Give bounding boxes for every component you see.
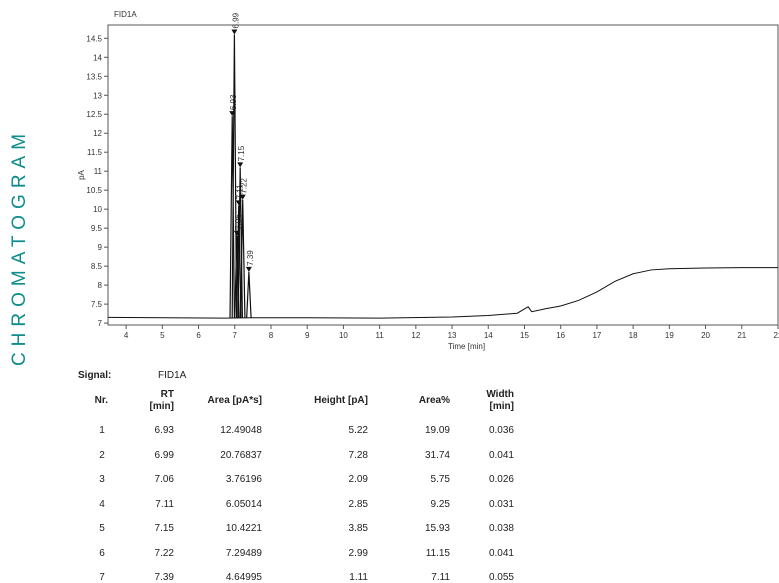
peak-marker bbox=[231, 29, 238, 35]
table-cell: 10.4221 bbox=[225, 523, 262, 534]
y-tick-label: 10 bbox=[93, 205, 102, 214]
y-tick-label: 9 bbox=[98, 243, 103, 252]
table-cell: 15.93 bbox=[424, 523, 450, 534]
peak-label: 7.22 bbox=[240, 178, 249, 194]
table-cell: 0.026 bbox=[488, 474, 514, 485]
table-cell: 2.09 bbox=[348, 474, 368, 485]
peak-marker bbox=[237, 162, 244, 168]
x-tick-label: 20 bbox=[701, 331, 710, 340]
y-tick-label: 14.5 bbox=[86, 34, 102, 43]
x-tick-label: 15 bbox=[520, 331, 529, 340]
x-tick-label: 7 bbox=[233, 331, 238, 340]
peak-trace bbox=[239, 199, 246, 318]
table-cell: 5.22 bbox=[348, 425, 368, 436]
table-header: Area% bbox=[418, 395, 450, 406]
table-cell: 2 bbox=[99, 449, 105, 461]
table-cell: 20.76837 bbox=[220, 449, 262, 461]
table-header: Nr. bbox=[94, 395, 108, 406]
peak-trace bbox=[235, 205, 242, 318]
table-cell: 3 bbox=[99, 474, 105, 485]
x-tick-label: 14 bbox=[484, 331, 493, 340]
y-tick-label: 8 bbox=[98, 281, 103, 290]
table-cell: 7.06 bbox=[154, 474, 174, 485]
table-cell: 0.036 bbox=[488, 425, 514, 436]
signal-value: FID1A bbox=[158, 370, 187, 381]
table-cell: 5.75 bbox=[430, 474, 450, 485]
x-tick-label: 17 bbox=[592, 331, 601, 340]
x-tick-label: 6 bbox=[196, 331, 201, 340]
x-tick-label: 13 bbox=[448, 331, 457, 340]
y-tick-label: 11 bbox=[94, 167, 103, 176]
table-cell: 7.28 bbox=[348, 449, 368, 461]
x-tick-label: 5 bbox=[160, 331, 165, 340]
table-cell: 7.15 bbox=[154, 523, 174, 534]
x-tick-label: 8 bbox=[269, 331, 274, 340]
table-cell: 0.041 bbox=[488, 547, 514, 559]
x-tick-label: 19 bbox=[665, 331, 674, 340]
signal-label: Signal: bbox=[78, 370, 112, 381]
y-tick-label: 9.5 bbox=[91, 224, 103, 233]
table-cell: 0.041 bbox=[488, 449, 514, 461]
y-tick-label: 12 bbox=[93, 129, 102, 138]
x-tick-label: 10 bbox=[339, 331, 348, 340]
table-header: Area [pA*s] bbox=[207, 395, 262, 406]
table-cell: 0.038 bbox=[488, 523, 514, 534]
table-cell: 7.22 bbox=[154, 547, 174, 559]
table-cell: 31.74 bbox=[424, 449, 450, 461]
table-cell: 11.15 bbox=[425, 547, 450, 559]
table-cell: 6.93 bbox=[154, 425, 174, 436]
peak-label: 7.15 bbox=[237, 145, 246, 161]
table-cell: 4 bbox=[99, 498, 105, 510]
table-cell: 2.99 bbox=[348, 547, 368, 559]
y-tick-label: 13.5 bbox=[86, 72, 102, 81]
table-header: RT [min] bbox=[149, 389, 174, 412]
table-cell: 7.29489 bbox=[225, 547, 262, 559]
y-tick-label: 13 bbox=[93, 91, 102, 100]
x-tick-label: 21 bbox=[737, 331, 746, 340]
y-tick-label: 7.5 bbox=[91, 300, 103, 309]
peak-trace bbox=[231, 34, 238, 318]
table-cell: 2.85 bbox=[348, 498, 368, 510]
x-tick-label: 12 bbox=[411, 331, 420, 340]
baseline-trace bbox=[107, 267, 778, 319]
table-cell: 7.11 bbox=[155, 498, 174, 510]
y-tick-label: 11.5 bbox=[87, 148, 103, 157]
plot-frame bbox=[107, 24, 779, 326]
peak-marker bbox=[239, 194, 246, 200]
peak-marker bbox=[245, 266, 252, 272]
table-cell: 19.09 bbox=[424, 425, 450, 436]
signal-title: FID1A bbox=[114, 10, 137, 19]
x-tick-label: 22 bbox=[774, 331, 779, 340]
y-tick-label: 12.5 bbox=[86, 110, 102, 119]
y-axis-label: pA bbox=[77, 169, 86, 179]
x-axis-label: Time [min] bbox=[448, 342, 485, 351]
table-cell: 6.99 bbox=[154, 449, 174, 461]
table-cell: 3.76196 bbox=[225, 474, 262, 485]
peak-label: 7.39 bbox=[246, 250, 255, 266]
table-cell: 6.05014 bbox=[225, 498, 262, 510]
table-header: Height [pA] bbox=[314, 395, 368, 406]
y-tick-label: 10.5 bbox=[86, 186, 102, 195]
peak-label: 6.99 bbox=[231, 12, 240, 28]
y-tick-label: 7 bbox=[98, 319, 103, 328]
table-cell: 9.25 bbox=[430, 498, 450, 510]
chromatogram-chart: FID1A 7 7.5 8 8.5 9 9.5 10 10.5 11 11.5 12 12.5 13 13.… bbox=[77, 10, 779, 351]
x-tick-label: 18 bbox=[629, 331, 638, 340]
y-tick-label: 8.5 bbox=[91, 262, 103, 271]
y-tick-label: 14 bbox=[93, 53, 102, 62]
table-cell: 12.49048 bbox=[220, 425, 262, 436]
table-cell: 1 bbox=[99, 425, 105, 436]
peak-trace bbox=[246, 271, 252, 318]
x-tick-label: 16 bbox=[556, 331, 565, 340]
table-cell: 6 bbox=[99, 547, 105, 559]
x-tick-label: 11 bbox=[375, 331, 384, 340]
table-cell: 3.85 bbox=[348, 523, 368, 534]
table-header: Width [min] bbox=[486, 389, 514, 412]
x-tick-label: 4 bbox=[124, 331, 129, 340]
peak-trace bbox=[229, 116, 236, 318]
table-cell: 0.031 bbox=[488, 498, 514, 510]
x-tick-label: 9 bbox=[305, 331, 310, 340]
table-cell: 5 bbox=[99, 523, 105, 534]
